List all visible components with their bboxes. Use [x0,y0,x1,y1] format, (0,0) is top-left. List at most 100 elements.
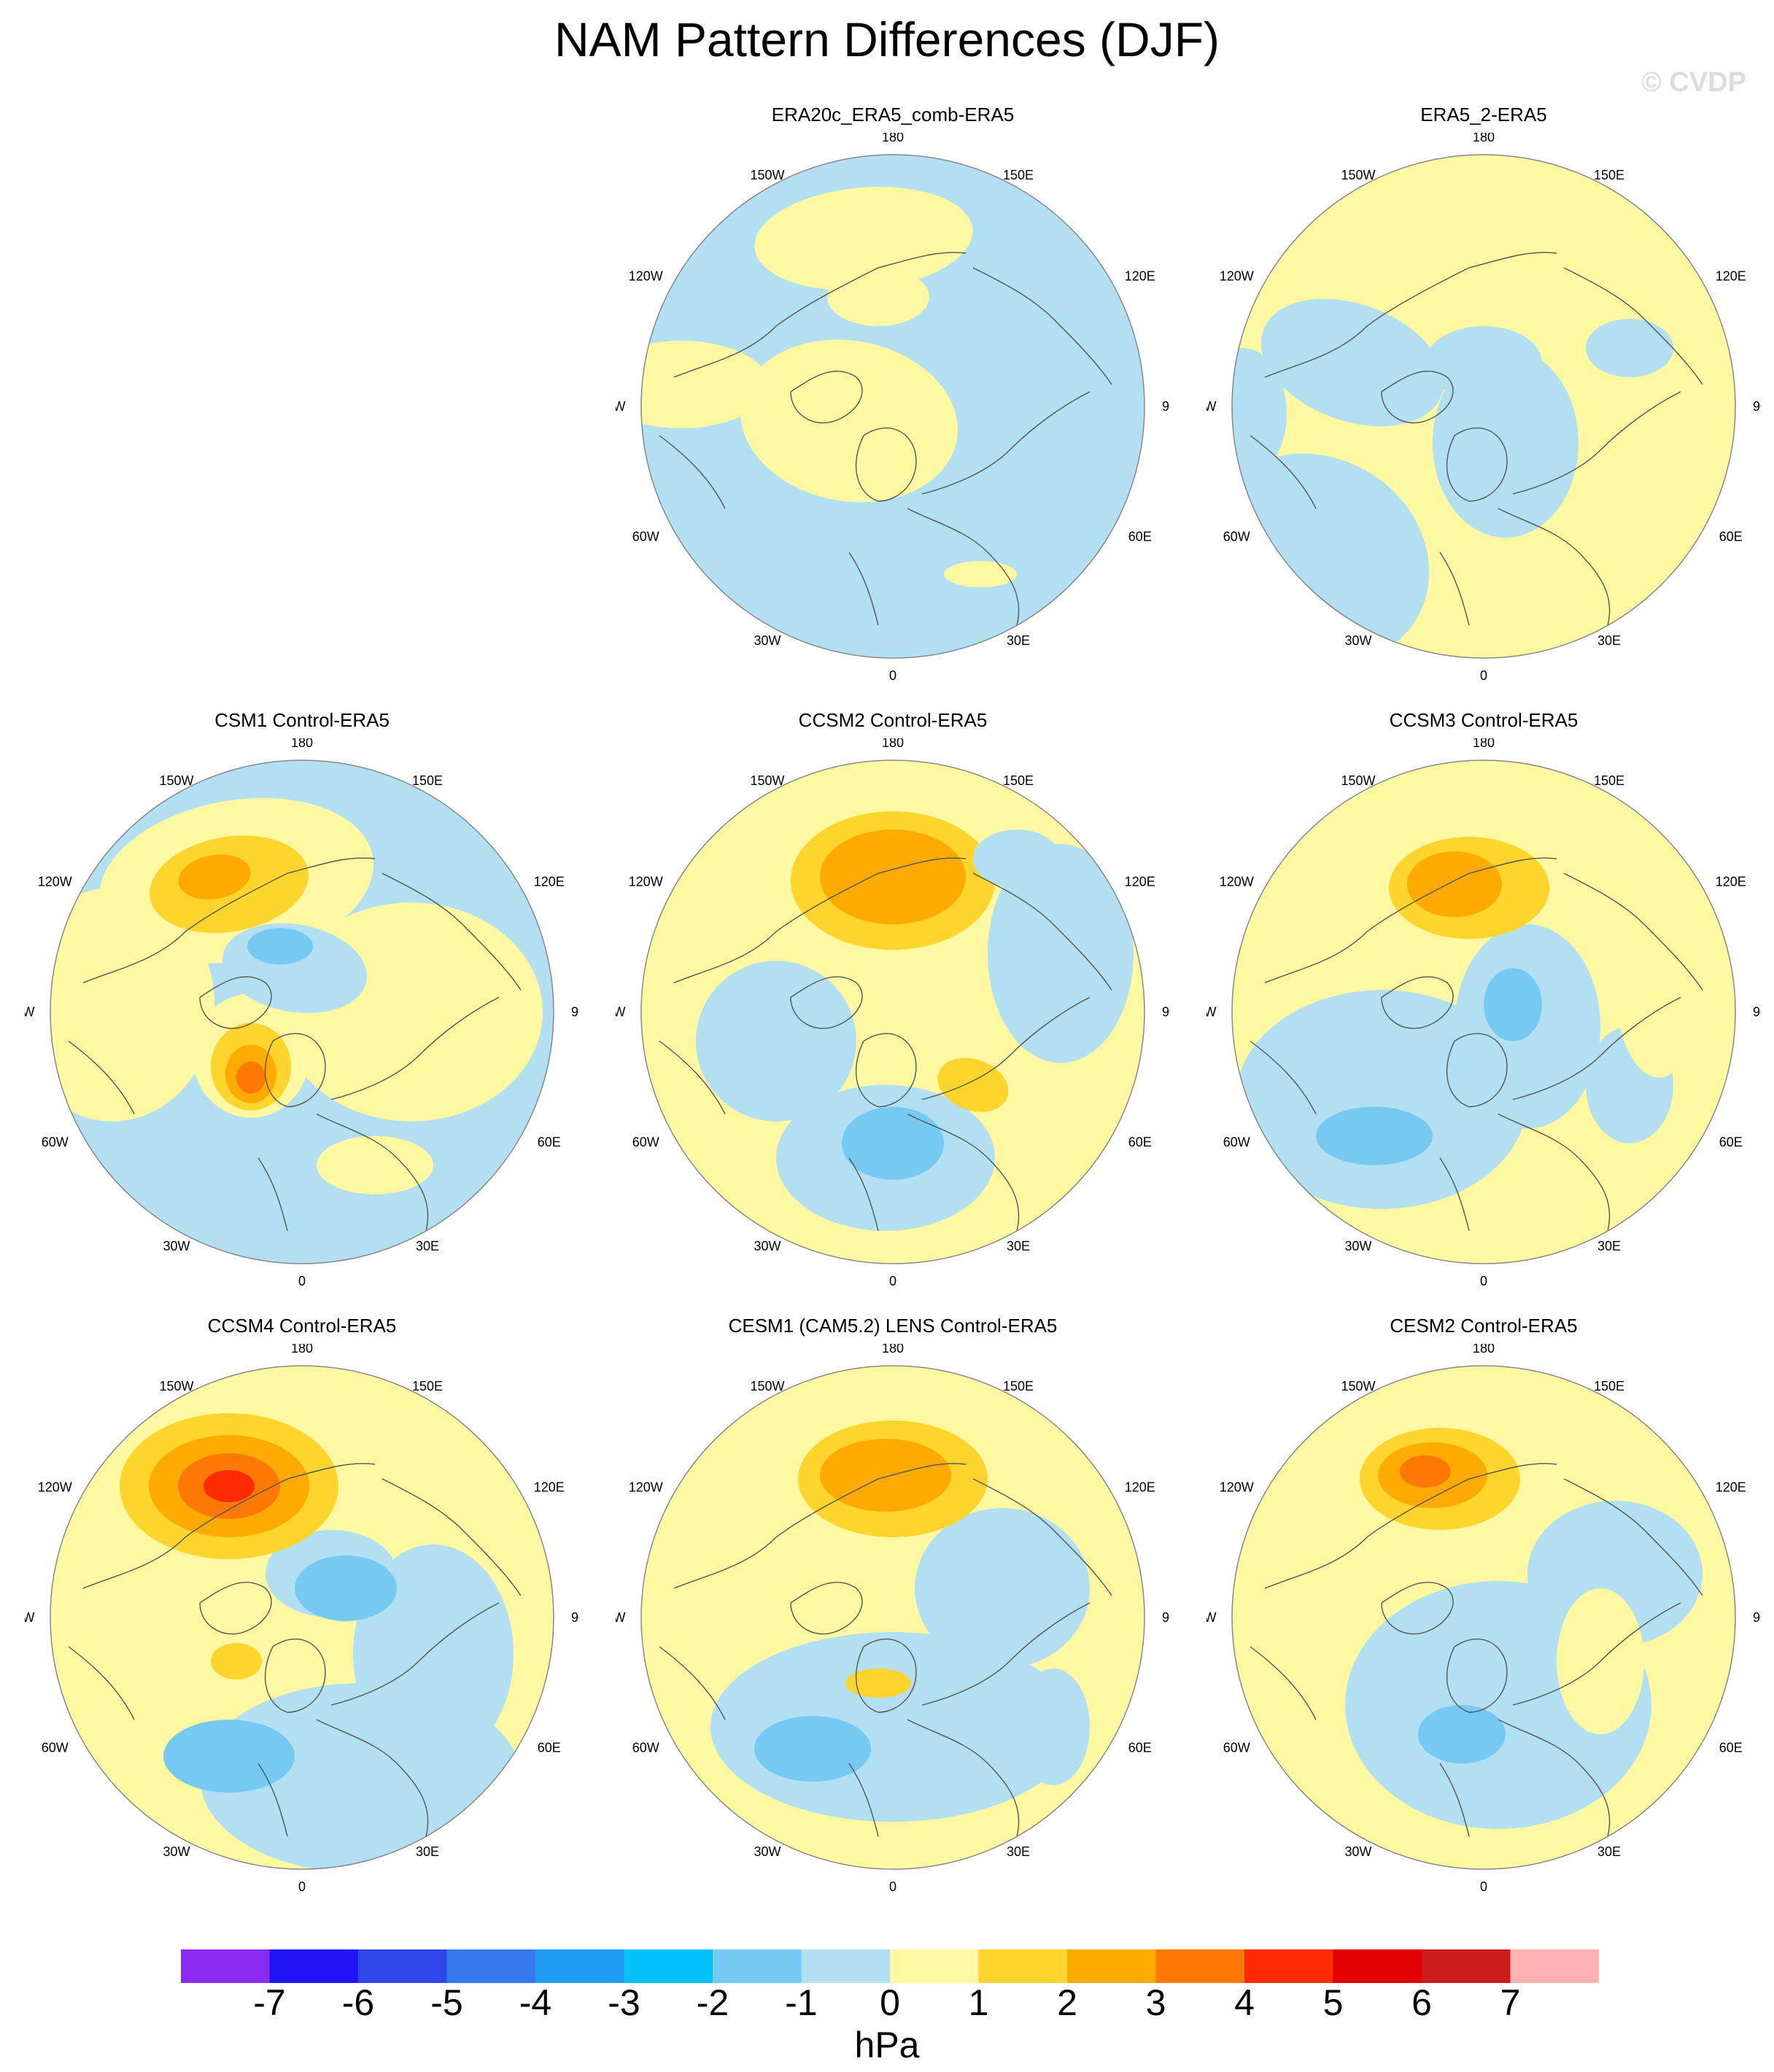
coastline [316,1113,429,1232]
panel-title: CCSM4 Control-ERA5 [207,1315,397,1337]
coastline [1446,428,1508,502]
coastline [1512,1602,1681,1706]
map-panel-era5-2: ERA5_2-ERA5 180 0 150W 150E 120W 120E 90W 90E 60… [1206,104,1761,680]
longitude-label-left: 90W [25,1005,35,1019]
anomaly-contour [754,1716,871,1782]
map-border [640,759,1145,1264]
coastline [921,391,1091,495]
longitude-label-upper_right: 150E [1003,1379,1034,1393]
coastline [659,1646,726,1720]
anomaly-contour [1400,1456,1451,1488]
longitude-label-mid_lower_right: 60E [1719,1135,1743,1150]
colorbar-tick-label: 1 [968,1982,989,2023]
coastline [1563,873,1703,991]
anomaly-contour [1316,1107,1433,1165]
map-panel-era20c: ERA20c_ERA5_comb-ERA5 180 0 150W 150E 120W 12… [616,104,1170,680]
anomaly-contour [1407,851,1502,917]
longitude-label-lower_right: 30E [1007,633,1030,648]
map-panel-cesm2: CESM2 Control-ERA5 180 0 150W 150E 120W 120E 9… [1206,1315,1761,1891]
longitude-label-mid_upper_right: 120E [1125,1480,1155,1495]
longitude-label-left: 90W [616,399,626,414]
polar-map: 180 0 150W 150E 120W 120E 90W 90E 60W 60E 30W 30E [25,738,579,1286]
coastline [972,267,1112,385]
anomaly-contour [178,854,251,900]
colorbar-segment [181,1949,270,1983]
longitude-label-bottom: 0 [889,668,896,680]
longitude-label-mid_lower_left: 60W [1223,1741,1250,1755]
longitude-label-mid_lower_left: 60W [632,1741,659,1755]
coastline [907,508,1020,626]
coastline [673,1463,967,1589]
longitude-label-right: 90E [571,1610,579,1625]
longitude-label-bottom: 0 [1480,1274,1487,1286]
polar-map: 180 0 150W 150E 120W 120E 90W 90E 60W 60E 30W 30E [1206,1344,1761,1891]
colorbar-tick-label: -3 [608,1982,640,2023]
anomaly-contour [641,341,769,428]
anomaly-contour [827,268,929,326]
coastline [790,1582,863,1635]
anomaly-contour [1017,1669,1090,1785]
colorbar [181,1949,1599,1983]
longitude-label-top: 180 [291,1344,313,1356]
colorbar-tick-label: 3 [1145,1982,1166,2023]
longitude-label-mid_lower_left: 60W [42,1741,69,1755]
longitude-label-lower_left: 30W [163,1239,190,1253]
anomaly-contour [1484,968,1542,1041]
colorbar-segment [446,1949,535,1983]
longitude-label-lower_left: 30W [1344,1844,1371,1859]
colorbar-tick-label: 2 [1057,1982,1077,2023]
longitude-label-mid_upper_left: 120W [1220,1480,1254,1495]
longitude-label-upper_left: 150W [750,1379,784,1393]
anomaly-contour [1418,1705,1506,1763]
longitude-label-right: 90E [1162,399,1170,414]
anomaly-contour [317,1136,433,1194]
anomaly-contour [944,561,1017,587]
map-border [1231,759,1736,1264]
colorbar-segment [1067,1949,1156,1983]
longitude-label-upper_left: 150W [1341,168,1375,182]
longitude-label-right: 90E [1753,399,1761,414]
coastline [972,873,1112,991]
longitude-label-top: 180 [291,738,313,750]
panel-title: CCSM2 Control-ERA5 [798,709,988,731]
longitude-label-right: 90E [1753,1005,1761,1019]
anomaly-contour [1615,888,1703,1078]
longitude-label-mid_lower_right: 60E [1128,530,1152,544]
longitude-label-upper_left: 150W [159,773,193,788]
coastline [381,1478,522,1596]
coastline [199,1582,272,1635]
map-border [640,154,1145,659]
coastline [1498,1113,1611,1232]
coastline [1439,1157,1470,1232]
longitude-label-upper_right: 150E [1594,773,1624,788]
colorbar-tick-label: -6 [341,1982,375,2023]
colorbar-tick-label: 4 [1234,1982,1255,2023]
colorbar-tick-label: 5 [1322,1982,1344,2023]
longitude-label-lower_left: 30W [754,633,781,648]
map-border [50,759,554,1264]
coastline [1563,267,1703,385]
coastline [257,1157,288,1232]
coastline [1439,552,1470,626]
longitude-label-right: 90E [1162,1610,1170,1625]
colorbar-segment [978,1949,1067,1983]
longitude-label-left: 90W [1206,1005,1217,1019]
colorbar-tick-label: -7 [253,1982,286,2023]
longitude-label-bottom: 0 [889,1879,896,1891]
coastline [330,1602,500,1706]
polar-map: 180 0 150W 150E 120W 120E 90W 90E 60W 60E 30W 30E [1206,133,1761,680]
coastline [855,1639,917,1713]
coastline [257,1763,288,1837]
colorbar-segment [1155,1949,1244,1983]
map-border [640,1365,1145,1870]
longitude-label-mid_upper_right: 120E [1125,875,1155,889]
longitude-label-upper_left: 150W [159,1379,193,1393]
longitude-label-mid_lower_right: 60E [538,1741,561,1755]
coastline [264,1033,326,1107]
coastline [1512,391,1681,495]
panel-title: ERA5_2-ERA5 [1420,104,1547,125]
longitude-label-right: 90E [571,1005,579,1019]
panel-title: ERA20c_ERA5_comb-ERA5 [771,104,1015,125]
anomaly-contour [236,1062,266,1094]
colorbar-segment [801,1949,890,1983]
